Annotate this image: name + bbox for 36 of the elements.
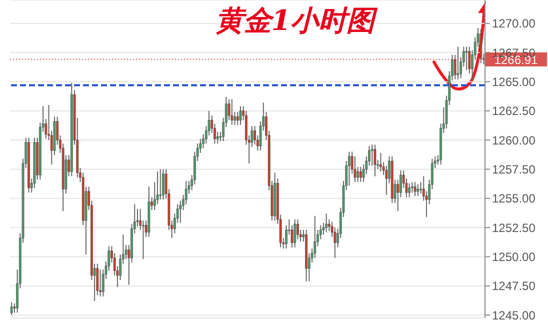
y-tick-label: 1260.00 (492, 133, 536, 148)
candlestick (370, 144, 374, 166)
candlestick (239, 106, 242, 126)
y-tick-label: 1255.00 (492, 192, 536, 206)
y-tick-label: 1245.00 (492, 308, 536, 322)
candlestick (410, 182, 414, 194)
candlestick (230, 98, 234, 126)
candlestick (356, 166, 360, 183)
chart-title: 黄金1小时图 (214, 3, 379, 39)
candlestick (216, 131, 219, 144)
candlestick (325, 213, 328, 233)
candlestick (456, 46, 460, 80)
candlestick (228, 98, 230, 121)
candlestick (354, 156, 356, 183)
candlestick (314, 215, 316, 258)
candlestick (348, 151, 350, 186)
candlestick (408, 182, 411, 198)
candlestick (234, 112, 236, 126)
candlestick (10, 302, 13, 316)
y-tick-label: 1262.50 (492, 104, 536, 118)
candlestick (359, 166, 362, 183)
y-tick-label: 1257.50 (492, 162, 536, 176)
candlestick (465, 46, 468, 71)
candlestick (416, 184, 420, 197)
candlestick (162, 168, 164, 200)
candlestick (294, 218, 296, 248)
y-tick-label: 1252.50 (492, 220, 536, 235)
candlestick (414, 182, 416, 197)
y-tick-label: 1250.00 (492, 250, 536, 264)
candlestick (159, 168, 162, 200)
y-tick-label: 1270.00 (492, 16, 536, 31)
candlestick (236, 112, 239, 126)
y-tick-label: 1265.00 (492, 74, 536, 89)
candlestick (379, 152, 382, 172)
candlestick (374, 144, 376, 177)
y-tick-label: 1247.50 (492, 279, 536, 294)
